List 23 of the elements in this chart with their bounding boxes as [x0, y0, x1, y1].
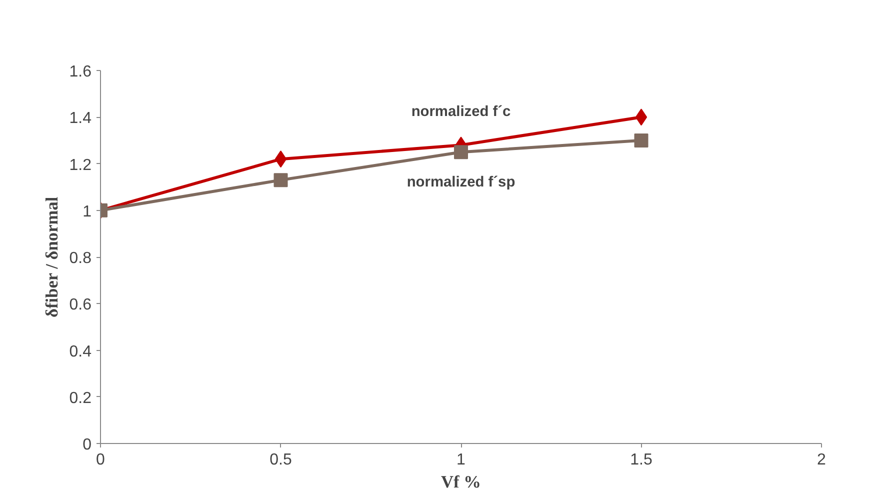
x-tick-label: 2 [817, 452, 826, 468]
y-tick-label: 0.8 [69, 250, 92, 267]
y-tick-label: 0.6 [69, 296, 92, 314]
x-tick-label: 0.5 [270, 452, 292, 468]
x-tick-label: 1.5 [630, 452, 652, 468]
y-tick-label: 0 [82, 436, 92, 454]
x-axis-title: Vf % [441, 472, 481, 492]
x-tick-label: 0 [96, 452, 106, 468]
series-label: normalized f´c [411, 104, 511, 120]
series-label: normalized f´sp [406, 174, 516, 190]
x-tick-label: 1 [456, 452, 466, 468]
point [274, 173, 288, 188]
y-tick-label: 1.4 [69, 110, 92, 128]
y-tick-label: 1 [82, 203, 92, 220]
y-tick-label: 1.2 [69, 156, 92, 174]
point [635, 108, 648, 126]
y-tick-label: 1.6 [69, 64, 92, 80]
y-tick-label: 0.4 [69, 343, 92, 360]
point [454, 145, 468, 160]
y-tick-label: 0.2 [69, 390, 92, 407]
y-axis-title: δfiber / δnormal [42, 196, 62, 318]
point [274, 150, 287, 168]
point [634, 133, 648, 148]
